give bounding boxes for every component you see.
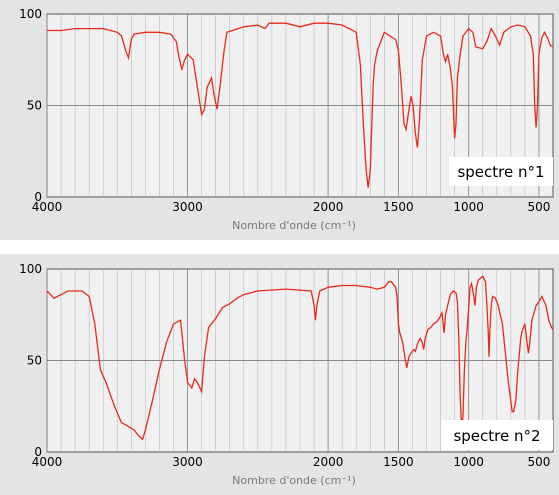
x-tick-label: 4000 — [32, 200, 63, 214]
y-tick-label: 50 — [27, 354, 42, 368]
spectrum-panel-2: 0 50 100 4000 3000 2000 1500 1000 500 Nombre d'… — [0, 254, 559, 495]
x-tick-label: 500 — [527, 455, 550, 469]
spectrum-chart-2: 0 50 100 4000 3000 2000 1500 1000 500 Nombre d'… — [19, 262, 554, 487]
spectrum-chart-1: 0 50 100 4000 3000 2000 1500 1000 500 Nombre d'… — [19, 7, 554, 232]
spectrum-line-2 — [46, 275, 554, 441]
gridlines — [46, 14, 553, 197]
y-tick-label: 0 — [34, 445, 42, 459]
x-tick-label: 3000 — [172, 455, 203, 469]
y-tick-label: 0 — [34, 190, 42, 204]
x-tick-label: 4000 — [32, 455, 63, 469]
x-tick-labels: 4000 3000 2000 1500 1000 500 — [32, 455, 551, 469]
x-tick-label: 3000 — [172, 200, 203, 214]
spectrum-panel-1: 0 50 100 4000 3000 2000 1500 1000 500 Nombre d'… — [0, 0, 559, 240]
x-tick-label: 2000 — [313, 455, 344, 469]
x-tick-label: 1500 — [383, 200, 414, 214]
y-tick-label: 100 — [19, 262, 42, 276]
x-axis-label: Nombre d'onde (cm⁻¹) — [232, 474, 356, 487]
x-axis-label: Nombre d'onde (cm⁻¹) — [232, 219, 356, 232]
y-tick-label: 50 — [27, 99, 42, 113]
spectrum-label: spectre n°1 — [457, 163, 544, 181]
spectrum-label-box — [441, 420, 553, 450]
spectrum-line-1 — [47, 22, 554, 188]
y-tick-labels: 0 50 100 — [19, 262, 42, 459]
x-tick-label: 500 — [527, 200, 550, 214]
x-tick-label: 1000 — [453, 455, 484, 469]
spectrum-label-box — [449, 157, 553, 186]
spectrum-label: spectre n°2 — [453, 427, 540, 445]
x-tick-label: 1500 — [383, 455, 414, 469]
y-tick-label: 100 — [19, 7, 42, 21]
panel-separator — [0, 240, 559, 254]
y-tick-labels: 0 50 100 — [19, 7, 42, 204]
x-tick-label: 2000 — [313, 200, 344, 214]
x-tick-labels: 4000 3000 2000 1500 1000 500 — [32, 200, 551, 214]
x-tick-label: 1000 — [453, 200, 484, 214]
